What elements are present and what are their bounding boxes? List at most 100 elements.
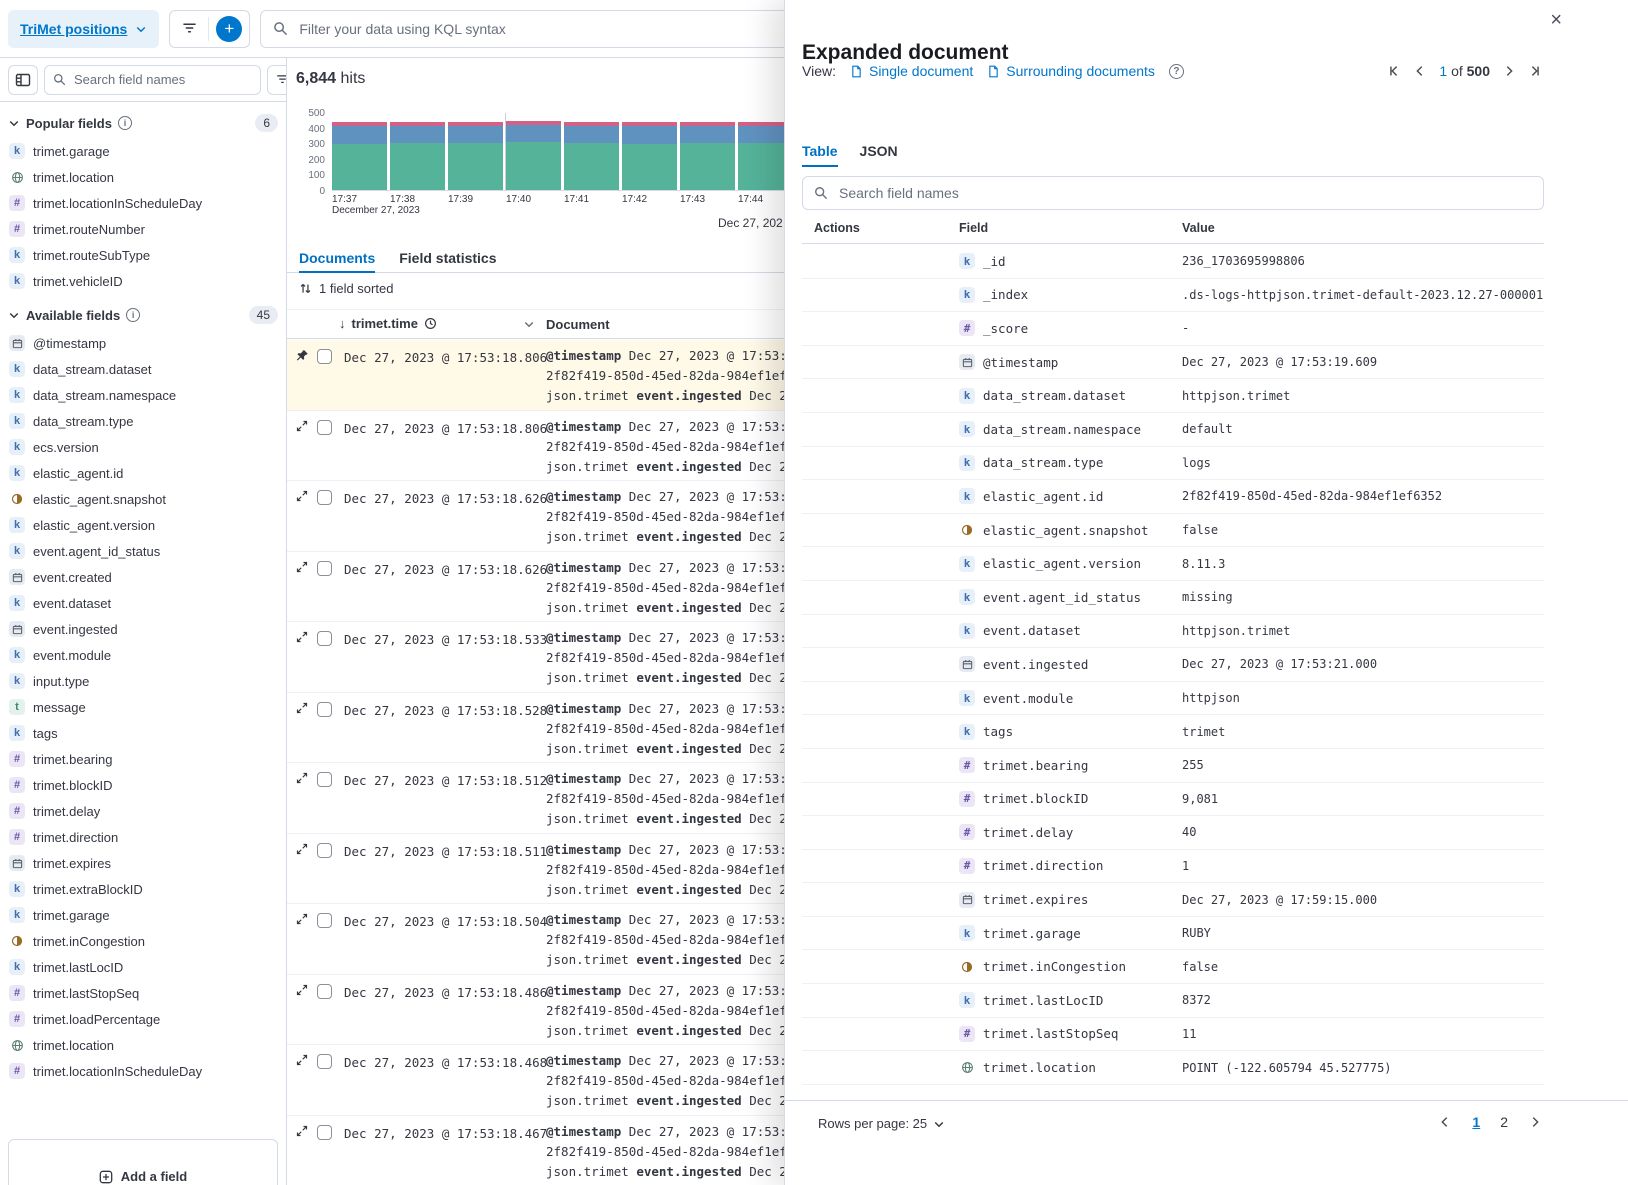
fields-sidebar: 0 Popular fields i 6 k trimet.garage trime… — [0, 58, 287, 1185]
sidebar-toggle-button[interactable] — [8, 64, 38, 95]
filter-button[interactable] — [170, 11, 208, 47]
field-list-item[interactable]: k data_stream.dataset — [0, 356, 286, 382]
field-list-item[interactable]: k trimet.extraBlockID — [0, 876, 286, 902]
add-filter-button[interactable]: + — [216, 15, 243, 42]
field-list-item[interactable]: event.created — [0, 564, 286, 590]
row-checkbox[interactable] — [317, 349, 332, 364]
field-list-item[interactable]: k elastic_agent.id — [0, 460, 286, 486]
field-list-item[interactable]: k event.agent_id_status — [0, 538, 286, 564]
field-filter-button[interactable]: 0 — [267, 64, 286, 95]
field-list-item[interactable]: k ecs.version — [0, 434, 286, 460]
tab-table[interactable]: Table — [802, 136, 838, 167]
field-list-item[interactable]: # trimet.routeNumber — [0, 216, 286, 242]
expand-icon[interactable] — [296, 561, 308, 576]
help-icon[interactable]: ? — [1168, 63, 1184, 79]
single-document-link[interactable]: Single document — [850, 63, 973, 79]
expand-icon[interactable] — [296, 702, 308, 717]
field-list-item[interactable]: k input.type — [0, 668, 286, 694]
field-list-item[interactable]: trimet.location — [0, 164, 286, 190]
time-column-header[interactable]: ↓ trimet.time — [339, 316, 437, 331]
document-row: Dec 27, 2023 @ 17:53:18.467 @timestamp De… — [287, 1116, 1628, 1185]
pin-icon[interactable] — [296, 349, 309, 365]
expand-icon[interactable] — [296, 772, 308, 787]
expand-icon[interactable] — [296, 984, 308, 999]
field-list-item[interactable]: k trimet.vehicleID — [0, 268, 286, 294]
field-name: _score — [983, 320, 1029, 336]
tab-json[interactable]: JSON — [859, 143, 898, 159]
field-list-item[interactable]: trimet.inCongestion — [0, 928, 286, 954]
row-checkbox[interactable] — [317, 913, 332, 928]
page-1-button[interactable]: 1 — [1472, 1114, 1481, 1130]
last-page-icon[interactable] — [1528, 64, 1542, 78]
previous-page-icon[interactable] — [1413, 64, 1427, 78]
rows-per-page-button[interactable]: Rows per page: 25 — [818, 1116, 945, 1131]
field-list-item[interactable]: k data_stream.type — [0, 408, 286, 434]
page-2-button[interactable]: 2 — [1500, 1114, 1508, 1130]
field-list-item[interactable]: k trimet.lastLocID — [0, 954, 286, 980]
column-menu-button[interactable] — [523, 318, 535, 333]
tab-documents[interactable]: Documents — [299, 244, 376, 273]
expand-icon[interactable] — [296, 1125, 308, 1140]
expand-icon[interactable] — [296, 1054, 308, 1069]
row-checkbox[interactable] — [317, 419, 332, 435]
field-list-item[interactable]: k event.dataset — [0, 590, 286, 616]
row-checkbox[interactable] — [317, 560, 332, 576]
field-list-item[interactable]: # trimet.locationInScheduleDay — [0, 190, 286, 216]
tab-field-statistics[interactable]: Field statistics — [399, 250, 497, 266]
row-checkbox[interactable] — [317, 701, 332, 717]
document-preview-line: 2f82f419-850d-45ed-82da-984ef1ef6 — [546, 932, 795, 947]
row-checkbox[interactable] — [317, 842, 332, 858]
field-list-item[interactable]: # trimet.delay — [0, 798, 286, 824]
close-icon[interactable]: × — [1544, 8, 1568, 33]
expand-icon[interactable] — [296, 631, 308, 646]
popular-fields-header[interactable]: Popular fields i 6 — [0, 102, 286, 138]
field-list-item[interactable]: event.ingested — [0, 616, 286, 642]
field-list-item[interactable]: # trimet.blockID — [0, 772, 286, 798]
field-list-item[interactable]: k trimet.garage — [0, 902, 286, 928]
row-checkbox[interactable] — [317, 772, 332, 787]
expand-icon[interactable] — [296, 913, 308, 928]
field-list-item[interactable]: # trimet.direction — [0, 824, 286, 850]
expand-icon[interactable] — [296, 843, 308, 858]
field-list-item[interactable]: # trimet.bearing — [0, 746, 286, 772]
surrounding-documents-link[interactable]: Surrounding documents — [987, 63, 1155, 79]
row-checkbox[interactable] — [317, 1124, 332, 1140]
row-checkbox[interactable] — [317, 983, 332, 999]
field-list-item[interactable]: # trimet.loadPercentage — [0, 1006, 286, 1032]
field-list-item[interactable]: k trimet.garage — [0, 138, 286, 164]
current-document-number[interactable]: 1 — [1439, 63, 1448, 79]
field-list-item[interactable]: k event.module — [0, 642, 286, 668]
field-list-item[interactable]: elastic_agent.snapshot — [0, 486, 286, 512]
flyout-search-input[interactable] — [837, 184, 1532, 202]
previous-page-icon[interactable] — [1438, 1115, 1452, 1129]
row-checkbox[interactable] — [317, 631, 332, 646]
field-list-item[interactable]: k tags — [0, 720, 286, 746]
expand-icon[interactable] — [296, 490, 308, 505]
field-value-row: trimet.location POINT (-122.605794 45.527… — [802, 1051, 1544, 1085]
document-time: Dec 27, 2023 @ 17:53:18.486 — [344, 984, 548, 1000]
field-list-item[interactable]: # trimet.locationInScheduleDay — [0, 1058, 286, 1084]
field-list-item[interactable]: trimet.expires — [0, 850, 286, 876]
histogram-bar — [448, 113, 503, 190]
field-cell: trimet.expires — [959, 891, 1182, 908]
field-list-item[interactable]: t message — [0, 694, 286, 720]
add-field-button[interactable]: Add a field — [93, 1151, 193, 1185]
data-view-picker[interactable]: TriMet positions — [8, 9, 160, 48]
number-icon: # — [9, 221, 25, 237]
field-list-item[interactable]: # trimet.lastStopSeq — [0, 980, 286, 1006]
sorted-fields-button[interactable]: 1 field sorted — [299, 281, 393, 296]
histogram-plot[interactable] — [332, 113, 797, 191]
next-page-icon[interactable] — [1502, 64, 1516, 78]
expand-icon[interactable] — [296, 420, 308, 435]
field-search-input[interactable] — [72, 71, 252, 88]
available-fields-header[interactable]: Available fields i 45 — [0, 294, 286, 330]
first-page-icon[interactable] — [1387, 64, 1401, 78]
field-list-item[interactable]: trimet.location — [0, 1032, 286, 1058]
field-list-item[interactable]: k trimet.routeSubType — [0, 242, 286, 268]
row-checkbox[interactable] — [317, 1054, 332, 1069]
next-page-icon[interactable] — [1528, 1115, 1542, 1129]
row-checkbox[interactable] — [317, 490, 332, 505]
field-list-item[interactable]: k elastic_agent.version — [0, 512, 286, 538]
field-list-item[interactable]: @timestamp — [0, 330, 286, 356]
field-list-item[interactable]: k data_stream.namespace — [0, 382, 286, 408]
